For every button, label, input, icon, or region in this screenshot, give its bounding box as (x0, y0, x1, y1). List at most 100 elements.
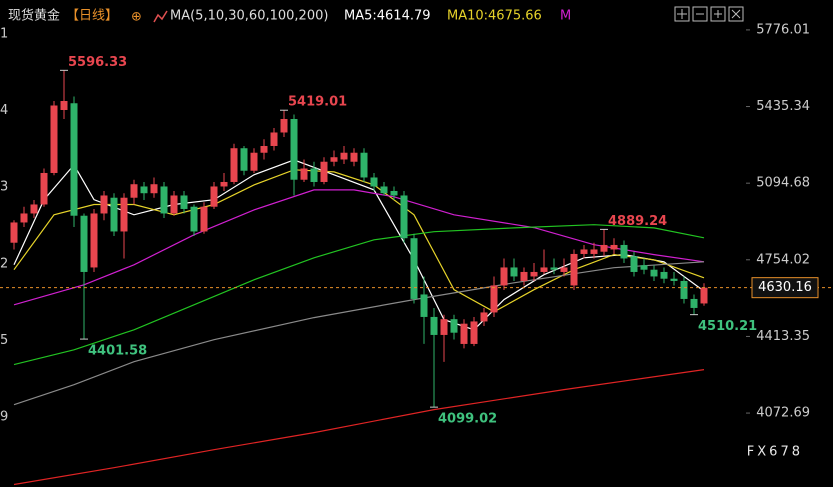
icon-zoom-in[interactable] (710, 6, 726, 22)
icon-glyph (731, 9, 741, 19)
candle-body (360, 152, 368, 178)
candle-body (700, 287, 708, 304)
left-axis-label: 4 (0, 103, 8, 118)
y-tick-label: 5776.01 (756, 22, 810, 37)
candle-body (380, 186, 388, 194)
candle-body (420, 294, 428, 317)
candle-body (30, 204, 38, 214)
left-axis-label: 9 (0, 410, 8, 425)
last-price-label: 4630.16 (758, 280, 812, 295)
watermark: FX678 (747, 445, 803, 460)
candle-body (170, 195, 178, 214)
candle-body (430, 316, 438, 335)
candle-body (530, 271, 538, 277)
candle-body (620, 244, 628, 259)
candle-body (280, 118, 288, 133)
ma-line (13, 261, 705, 406)
candle-body (500, 267, 508, 286)
ma-icon (153, 10, 168, 23)
candle-body (70, 103, 78, 216)
candle-body (450, 319, 458, 333)
candle-body (110, 197, 118, 232)
candle-body (180, 195, 188, 209)
candle-body (570, 253, 578, 286)
y-tick-label: 5094.68 (756, 176, 810, 191)
candle-body (600, 244, 608, 252)
icon-crosshair[interactable] (674, 6, 690, 22)
last-price-tag (751, 277, 819, 299)
annotation-label: 4099.02 (438, 412, 497, 427)
candle-body (370, 177, 378, 187)
candle-body (510, 267, 518, 277)
icon-fullscreen[interactable] (728, 6, 744, 22)
icon-zoom-out[interactable] (692, 6, 708, 22)
candle-body (560, 267, 568, 272)
candle-body (290, 118, 298, 180)
candle-body (630, 256, 638, 272)
y-tick-label: 4413.35 (756, 329, 810, 344)
candle-body (320, 161, 328, 182)
plot-layer: FX678 5776.01 1 5435.34 4 5094.68 3 4754.02 2 441… (0, 22, 833, 486)
left-axis-label: 2 (0, 256, 8, 271)
candle-body (400, 195, 408, 239)
candle-body (460, 323, 468, 344)
candle-body (100, 195, 108, 214)
candle-body (200, 206, 208, 232)
candle-body (390, 190, 398, 196)
y-tick-label: 4072.69 (756, 406, 810, 421)
annotation-label: 4510.21 (698, 319, 757, 334)
candle-body (490, 285, 498, 313)
candle-body (590, 249, 598, 254)
ma-toggle[interactable]: ⊕ (131, 10, 142, 25)
candle-body (50, 105, 58, 173)
left-axis-label: 5 (0, 333, 8, 348)
candle-body (540, 267, 548, 272)
candle-body (650, 269, 658, 277)
left-axis-label: 1 (0, 26, 8, 41)
candle-body (340, 152, 348, 160)
candle-body (410, 238, 418, 299)
candle-body (640, 265, 648, 270)
candle-body (270, 132, 278, 146)
candle-body (610, 244, 618, 250)
ma5-value: MA5:4614.79 (344, 9, 431, 24)
ma-list: MA(5,10,30,60,100,200) (170, 9, 328, 24)
candle-body (10, 222, 18, 243)
left-axis-label: 3 (0, 180, 8, 195)
candle-body (80, 215, 88, 272)
annotation-label: 5419.01 (288, 95, 347, 110)
icon-glyph (677, 9, 687, 19)
y-tick-label: 4754.02 (756, 252, 810, 267)
candle-body (670, 278, 678, 281)
annotation-label: 5596.33 (68, 55, 127, 70)
icon-glyph (714, 10, 722, 18)
candle-body (310, 168, 318, 182)
candle-body (130, 184, 138, 198)
candle-body (250, 152, 258, 171)
candle-body (40, 172, 48, 205)
candle-body (90, 213, 98, 268)
candle-body (480, 312, 488, 322)
candle-body (140, 186, 148, 194)
annotation-label: 4889.24 (608, 214, 667, 229)
ma-line (13, 224, 705, 366)
ma-line (13, 369, 705, 486)
candle-body (550, 267, 558, 270)
ma-more: M (560, 9, 571, 24)
candle-body (210, 186, 218, 207)
candle-body (120, 197, 128, 232)
instrument-name: 现货黄金 (8, 8, 60, 24)
candle-body (470, 321, 478, 344)
candle-body (220, 181, 228, 187)
candle-body (60, 100, 68, 110)
candle-body (20, 213, 28, 223)
candle-body (580, 249, 588, 254)
period-label[interactable]: 【日线】 (66, 9, 118, 24)
candle-body (330, 157, 338, 162)
annotation-label: 4401.58 (88, 344, 147, 359)
candle-body (150, 184, 158, 194)
candle-body (240, 148, 248, 171)
candle-body (690, 298, 698, 308)
candle-body (160, 186, 168, 214)
